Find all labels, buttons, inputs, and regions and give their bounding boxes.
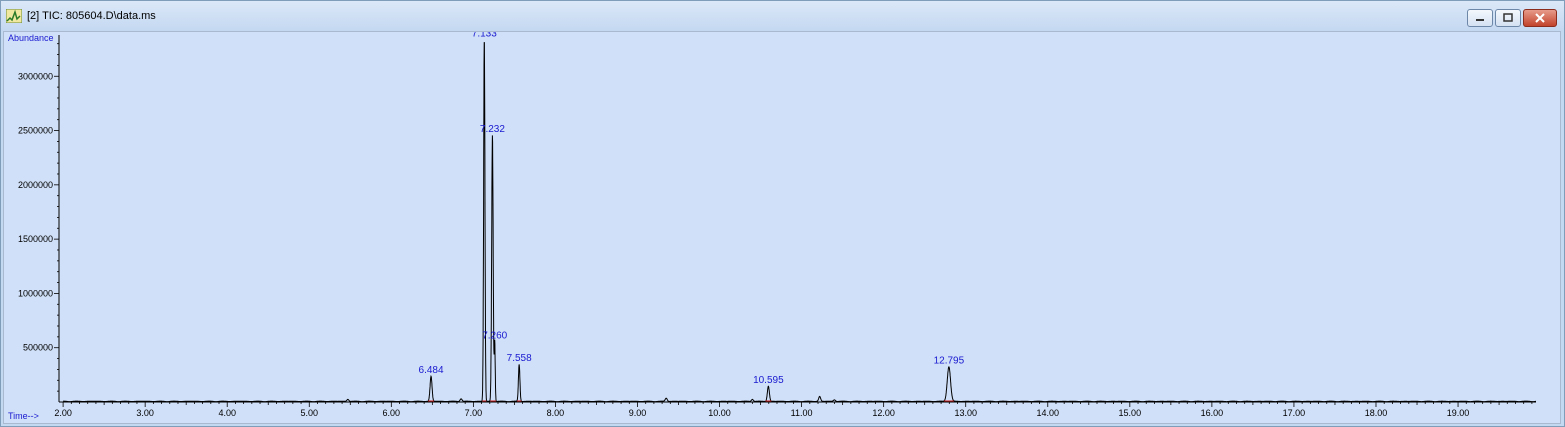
x-tick-label: 3.00	[136, 408, 154, 418]
x-tick-label: 4.00	[218, 408, 236, 418]
x-axis-title: Time-->	[8, 411, 39, 421]
x-tick-label: 6.00	[383, 408, 401, 418]
peak-label: 12.795	[934, 355, 965, 366]
x-tick-label: 18.00	[1365, 408, 1388, 418]
tic-trace	[63, 42, 1536, 403]
x-tick-label: 11.00	[791, 408, 813, 418]
y-tick-label: 1500000	[18, 234, 53, 244]
chromatogram-plot[interactable]: Abundance Time--> 2.00 3.00 4.00 5.00 6.00 7.…	[3, 31, 1561, 424]
x-tick-label: 2.00	[54, 408, 72, 418]
x-tick-label: 19.00	[1447, 408, 1470, 418]
peak-label: 7.232	[480, 124, 505, 135]
close-icon	[1535, 13, 1545, 23]
y-axis-title: Abundance	[8, 33, 54, 43]
x-tick-label: 17.00	[1283, 408, 1306, 418]
peak-labels: 6.484 7.133 7.232 7.260 7.558 10.595 12.795	[419, 32, 965, 386]
x-tick-label: 5.00	[301, 408, 319, 418]
title-bar[interactable]: [2] TIC: 805604.D\data.ms	[1, 1, 1564, 31]
x-tick-label: 16.00	[1201, 408, 1224, 418]
y-tick-label: 1000000	[18, 288, 53, 298]
close-button[interactable]	[1523, 9, 1557, 27]
peak-label: 7.133	[472, 32, 497, 39]
x-tick-label: 9.00	[629, 408, 647, 418]
peak-label: 6.484	[419, 365, 444, 376]
axes: 2.00 3.00 4.00 5.00 6.00 7.00 8.00 9.00 10.00 11.…	[18, 35, 1536, 418]
y-tick-label: 3000000	[18, 71, 53, 81]
peak-label: 10.595	[753, 375, 784, 386]
maximize-button[interactable]	[1495, 9, 1521, 27]
window-title: [2] TIC: 805604.D\data.ms	[27, 10, 156, 22]
x-tick-label: 13.00	[954, 408, 977, 418]
chromatogram-app-icon	[6, 9, 22, 23]
y-tick-label: 2000000	[18, 180, 53, 190]
x-tick-label: 10.00	[708, 408, 731, 418]
minimize-button[interactable]	[1467, 9, 1493, 27]
x-tick-label: 15.00	[1119, 408, 1142, 418]
tic-line	[63, 42, 1536, 403]
minimize-icon	[1476, 19, 1484, 21]
x-tick-label: 12.00	[872, 408, 895, 418]
x-tick-label: 8.00	[547, 408, 565, 418]
x-tick-label: 14.00	[1037, 408, 1060, 418]
x-tick-label: 7.00	[465, 408, 483, 418]
peak-label: 7.558	[507, 353, 532, 364]
y-tick-label: 500000	[23, 343, 53, 353]
chromatogram-chart: Abundance Time--> 2.00 3.00 4.00 5.00 6.00 7.…	[8, 32, 1536, 421]
y-tick-label: 2500000	[18, 126, 53, 136]
peak-label: 7.260	[482, 330, 507, 341]
maximize-icon	[1503, 13, 1513, 22]
